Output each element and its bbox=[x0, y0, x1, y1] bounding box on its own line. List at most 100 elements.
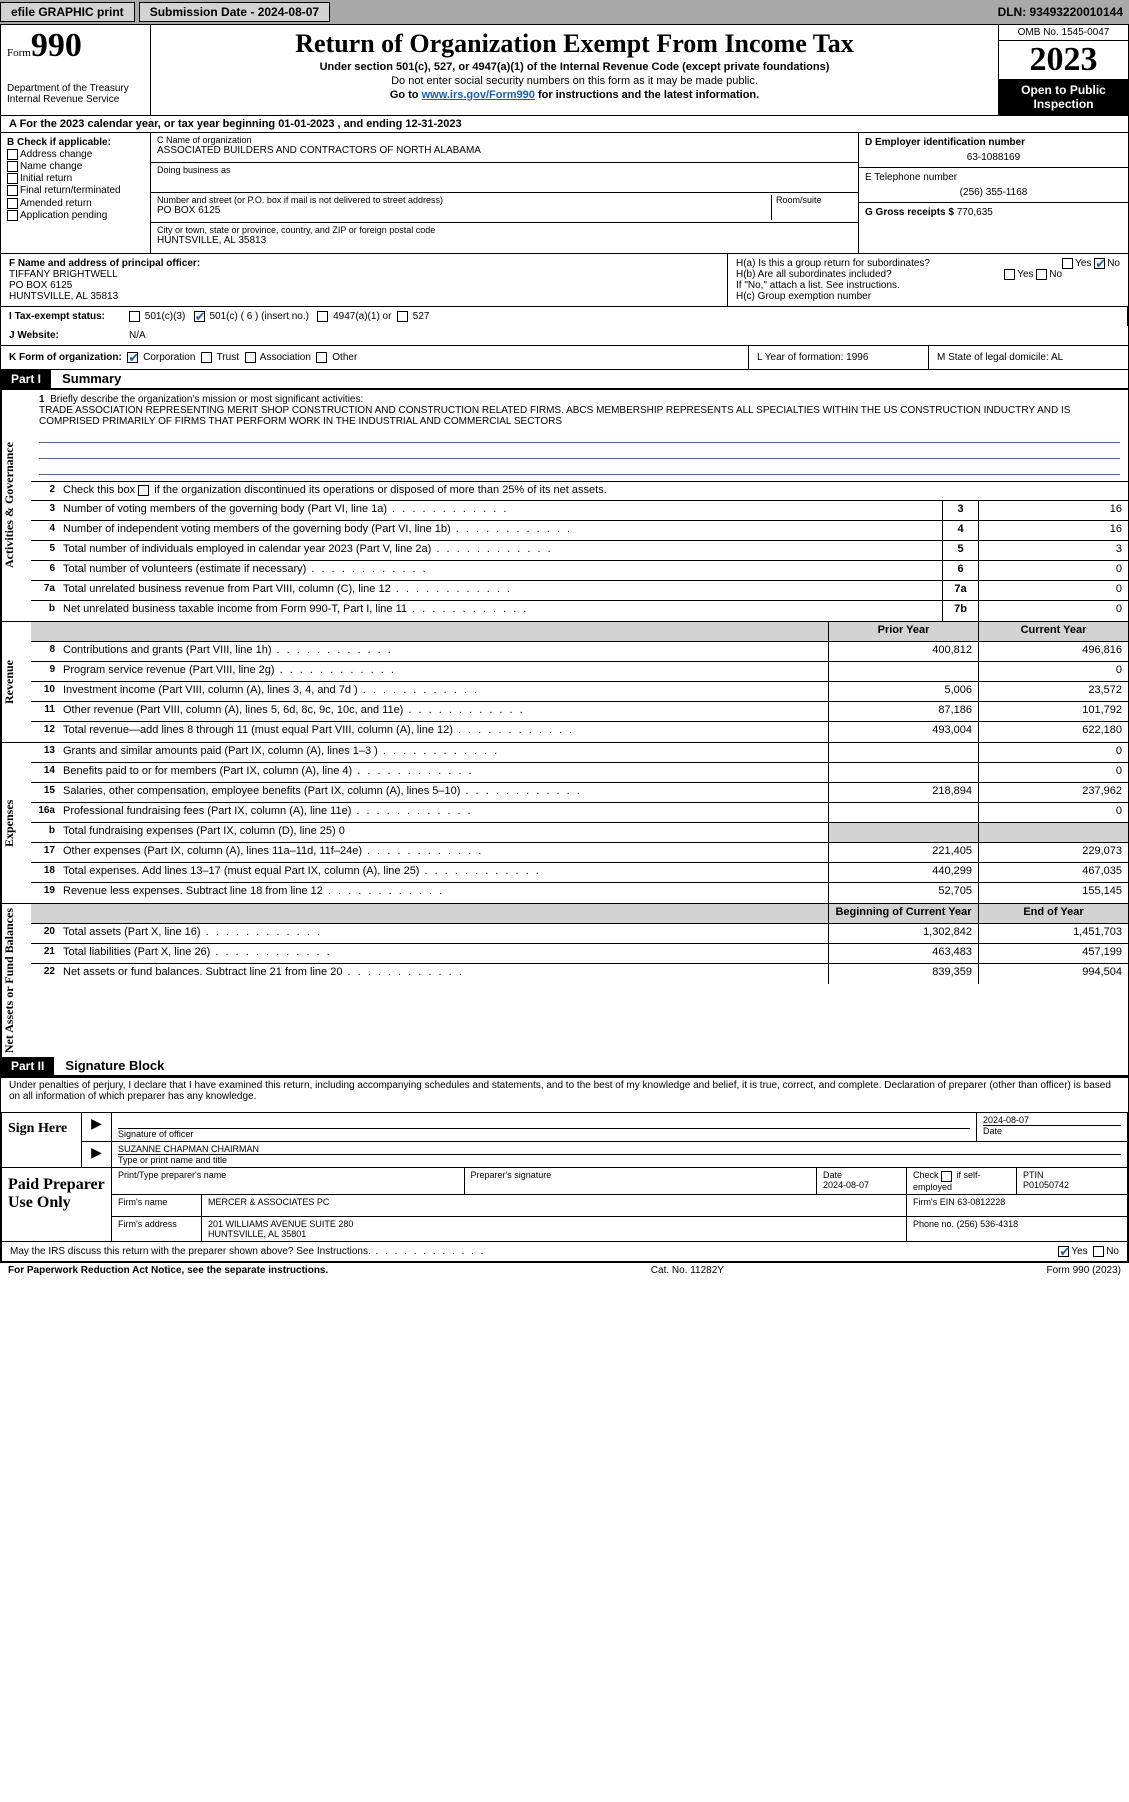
cb-trust[interactable]: Trust bbox=[217, 352, 239, 363]
form-header: Form990 Department of the Treasury Inter… bbox=[1, 25, 1128, 116]
form-ref: Form 990 (2023) bbox=[1047, 1265, 1121, 1276]
cb-501c[interactable]: 501(c) ( 6 ) (insert no.) bbox=[209, 311, 308, 322]
mission-text: TRADE ASSOCIATION REPRESENTING MERIT SHO… bbox=[39, 405, 1120, 427]
dept-treasury: Department of the Treasury bbox=[7, 83, 144, 94]
open-public-badge: Open to Public Inspection bbox=[999, 79, 1128, 115]
dln-text: DLN: 93493220010144 bbox=[998, 5, 1129, 19]
revenue-section: Revenue Prior Year Current Year 8 Contri… bbox=[1, 621, 1128, 742]
line-11: 11 Other revenue (Part VIII, column (A),… bbox=[31, 702, 1128, 722]
block-bcd: B Check if applicable: Address change Na… bbox=[1, 132, 1128, 253]
firm-phone-label: Phone no. bbox=[913, 1219, 954, 1229]
cb-initial-return[interactable]: Initial return bbox=[7, 173, 144, 184]
line-13: 13 Grants and similar amounts paid (Part… bbox=[31, 743, 1128, 763]
q1-label: Briefly describe the organization's miss… bbox=[50, 394, 363, 405]
top-toolbar: efile GRAPHIC print Submission Date - 20… bbox=[0, 0, 1129, 24]
paid-preparer-block: Paid Preparer Use Only Print/Type prepar… bbox=[1, 1168, 1128, 1241]
line-15: 15 Salaries, other compensation, employe… bbox=[31, 783, 1128, 803]
irs-label: Internal Revenue Service bbox=[7, 94, 144, 105]
ha-line: H(a) Is this a group return for subordin… bbox=[736, 258, 1120, 269]
cb-corporation[interactable]: Corporation bbox=[143, 352, 195, 363]
org-name-label: C Name of organization bbox=[157, 135, 852, 145]
cb-name-change[interactable]: Name change bbox=[7, 161, 144, 172]
q2-text: Check this box if the organization disco… bbox=[59, 482, 1128, 500]
prep-date: 2024-08-07 bbox=[823, 1180, 900, 1190]
row-klm: K Form of organization: Corporation Trus… bbox=[1, 345, 1128, 370]
prep-date-label: Date bbox=[823, 1170, 900, 1180]
officer-name: TIFFANY BRIGHTWELL bbox=[9, 269, 719, 280]
col-current-year: Current Year bbox=[978, 622, 1128, 641]
mission-blank-3 bbox=[39, 461, 1120, 475]
line-16a: 16a Professional fundraising fees (Part … bbox=[31, 803, 1128, 823]
line-b: b Total fundraising expenses (Part IX, c… bbox=[31, 823, 1128, 843]
line-10: 10 Investment income (Part VIII, column … bbox=[31, 682, 1128, 702]
cb-final-return[interactable]: Final return/terminated bbox=[7, 185, 144, 196]
cb-4947a1[interactable]: 4947(a)(1) or bbox=[333, 311, 391, 322]
form-subtitle: Under section 501(c), 527, or 4947(a)(1)… bbox=[159, 61, 990, 73]
mission-blank-2 bbox=[39, 445, 1120, 459]
firm-addr1: 201 WILLIAMS AVENUE SUITE 280 bbox=[208, 1219, 900, 1229]
block-deg: D Employer identification number 63-1088… bbox=[858, 133, 1128, 253]
cb-other[interactable]: Other bbox=[332, 352, 357, 363]
sig-name-label: Type or print name and title bbox=[118, 1154, 1121, 1165]
officer-label: F Name and address of principal officer: bbox=[9, 258, 719, 269]
irs-link[interactable]: www.irs.gov/Form990 bbox=[422, 89, 535, 101]
row-fh: F Name and address of principal officer:… bbox=[1, 253, 1128, 306]
cb-501c3[interactable]: 501(c)(3) bbox=[145, 311, 186, 322]
firm-phone: (256) 536-4318 bbox=[957, 1219, 1019, 1229]
line-9: 9 Program service revenue (Part VIII, li… bbox=[31, 662, 1128, 682]
phone-label-e: E Telephone number bbox=[865, 172, 1122, 183]
mission-blank-1 bbox=[39, 429, 1120, 443]
street-value: PO BOX 6125 bbox=[157, 205, 767, 216]
side-tab-revenue: Revenue bbox=[1, 622, 31, 742]
gov-line-7a: 7a Total unrelated business revenue from… bbox=[31, 581, 1128, 601]
side-tab-netassets: Net Assets or Fund Balances bbox=[1, 904, 31, 1057]
prep-sig-label: Preparer's signature bbox=[465, 1168, 818, 1193]
cb-527[interactable]: 527 bbox=[413, 311, 430, 322]
efile-print-button[interactable]: efile GRAPHIC print bbox=[0, 2, 135, 22]
state-domicile: M State of legal domicile: AL bbox=[928, 346, 1128, 369]
website-label: Website: bbox=[17, 330, 59, 341]
block-b-header: B Check if applicable: bbox=[7, 137, 144, 148]
cat-no: Cat. No. 11282Y bbox=[328, 1265, 1046, 1276]
part1-header-row: Part I Summary bbox=[1, 370, 1128, 389]
officer-addr2: HUNTSVILLE, AL 35813 bbox=[9, 291, 719, 302]
side-tab-expenses: Expenses bbox=[1, 743, 31, 903]
cb-address-change[interactable]: Address change bbox=[7, 149, 144, 160]
line-21: 21 Total liabilities (Part X, line 26) 4… bbox=[31, 944, 1128, 964]
gov-line-7b: b Net unrelated business taxable income … bbox=[31, 601, 1128, 621]
col-prior-year: Prior Year bbox=[828, 622, 978, 641]
sign-here-label: Sign Here bbox=[2, 1113, 82, 1167]
tax-exempt-label: Tax-exempt status: bbox=[15, 311, 105, 322]
sign-arrow-2: ▶ bbox=[91, 1144, 102, 1160]
paid-preparer-label: Paid Preparer Use Only bbox=[2, 1168, 112, 1240]
hb-line: H(b) Are all subordinates included? Yes … bbox=[736, 269, 1120, 280]
cb-association[interactable]: Association bbox=[260, 352, 311, 363]
form-990: Form990 Department of the Treasury Inter… bbox=[0, 24, 1129, 1263]
tax-year: 2023 bbox=[999, 41, 1128, 79]
col-begin-year: Beginning of Current Year bbox=[828, 904, 978, 923]
submission-date-button[interactable]: Submission Date - 2024-08-07 bbox=[139, 2, 330, 22]
year-formation: L Year of formation: 1996 bbox=[748, 346, 928, 369]
instructions-text: for instructions and the latest informat… bbox=[535, 89, 759, 101]
ein-label: D Employer identification number bbox=[865, 137, 1122, 148]
self-employed-cell: Check if self-employed bbox=[907, 1168, 1017, 1193]
line-a: A For the 2023 calendar year, or tax yea… bbox=[1, 116, 1128, 132]
website-value: N/A bbox=[121, 326, 154, 345]
discuss-row: May the IRS discuss this return with the… bbox=[1, 1242, 1128, 1262]
perjury-declaration: Under penalties of perjury, I declare th… bbox=[1, 1076, 1128, 1108]
dba-label: Doing business as bbox=[157, 165, 852, 175]
cb-application-pending[interactable]: Application pending bbox=[7, 210, 144, 221]
omb-number: OMB No. 1545-0047 bbox=[999, 25, 1128, 41]
sig-date: 2024-08-07 bbox=[983, 1115, 1121, 1126]
part1-title: Summary bbox=[54, 369, 129, 388]
sig-date-label: Date bbox=[983, 1126, 1121, 1136]
line-12: 12 Total revenue—add lines 8 through 11 … bbox=[31, 722, 1128, 742]
governance-section: Activities & Governance 1 Briefly descri… bbox=[1, 389, 1128, 621]
part2-title: Signature Block bbox=[57, 1056, 172, 1075]
ptin-label: PTIN bbox=[1023, 1170, 1121, 1180]
sig-name: SUZANNE CHAPMAN CHAIRMAN bbox=[118, 1144, 1121, 1154]
gross-receipts-label: G Gross receipts $ bbox=[865, 207, 957, 218]
gov-line-4: 4 Number of independent voting members o… bbox=[31, 521, 1128, 541]
cb-amended-return[interactable]: Amended return bbox=[7, 198, 144, 209]
gross-receipts-value: 770,635 bbox=[957, 207, 993, 218]
